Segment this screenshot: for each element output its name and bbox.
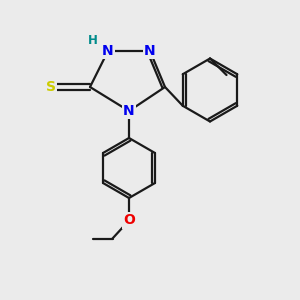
Text: S: S: [46, 80, 56, 94]
Text: H: H: [88, 34, 98, 47]
Text: O: O: [123, 214, 135, 227]
Text: N: N: [102, 44, 114, 58]
Text: N: N: [123, 104, 135, 118]
Text: N: N: [144, 44, 156, 58]
